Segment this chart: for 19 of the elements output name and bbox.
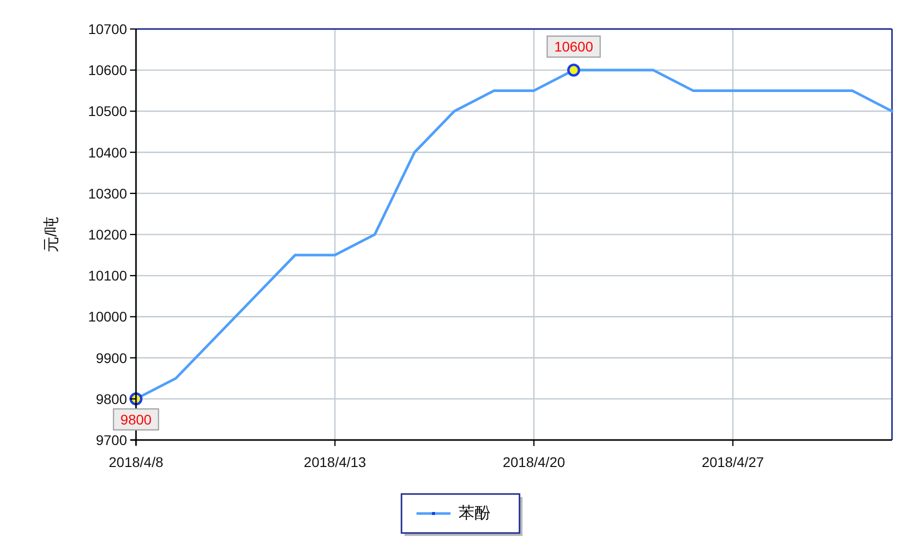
data-label: 10600 bbox=[554, 38, 594, 55]
x-tick-label: 2018/4/8 bbox=[108, 454, 164, 470]
y-tick-label: 10200 bbox=[88, 226, 128, 242]
y-tick-label: 10600 bbox=[88, 62, 128, 78]
y-tick-label: 10700 bbox=[88, 21, 128, 37]
legend-label: 苯酚 bbox=[458, 504, 490, 522]
y-tick-label: 10100 bbox=[88, 268, 128, 284]
y-tick-label: 10300 bbox=[88, 185, 128, 202]
y-tick-label: 9700 bbox=[96, 432, 128, 448]
x-tick-label: 2018/4/13 bbox=[304, 454, 366, 470]
y-tick-label: 9800 bbox=[96, 390, 128, 407]
y-tick-label: 10500 bbox=[88, 103, 128, 120]
y-tick-label: 10400 bbox=[88, 144, 128, 160]
x-tick-label: 2018/4/20 bbox=[502, 454, 566, 470]
y-tick-label: 10000 bbox=[88, 308, 128, 325]
x-tick-label: 2018/4/27 bbox=[702, 454, 764, 470]
y-tick-label: 9900 bbox=[96, 350, 128, 366]
data-label: 9800 bbox=[120, 411, 152, 428]
y-axis-title: 元/吨 bbox=[42, 216, 60, 253]
